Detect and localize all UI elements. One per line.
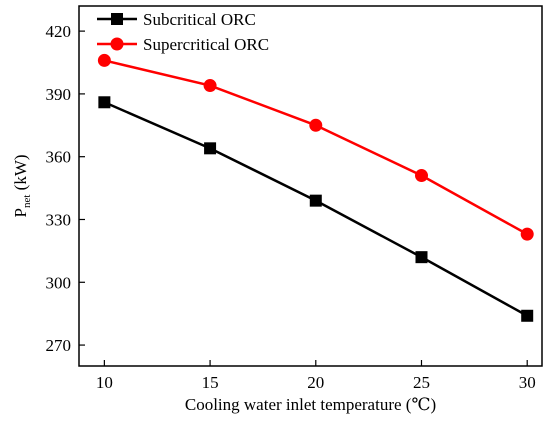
series-1-point [204,142,217,155]
y-tick-label: 360 [46,148,72,167]
plot-frame [78,5,543,367]
legend-marker-1 [111,13,123,25]
series-1-point [415,251,428,264]
legend-label-2: Supercritical ORC [143,35,269,54]
x-tick-label: 20 [307,373,324,392]
y-tick-label: 270 [46,336,72,355]
x-axis-title: Cooling water inlet temperature (℃) [185,395,436,414]
x-tick-label: 15 [202,373,219,392]
series-line-1 [103,101,528,317]
axis-ticks: 10 15 20 25 30 270 300 330 360 390 420 [46,22,536,392]
y-tick-label: 300 [46,273,72,292]
legend-marker-2 [110,37,124,51]
y-tick-label: 390 [46,85,72,104]
series-2-point [309,118,323,132]
y-tick-label: 330 [46,210,72,229]
series-1-point [309,194,322,207]
series-2-point [203,79,217,93]
legend-label-1: Subcritical ORC [143,10,256,29]
y-axis-title-subscript: net [21,195,33,208]
y-axis-title-unit: (kW) [11,154,30,194]
legend: Subcritical ORC Supercritical ORC [97,10,269,54]
series-line-2 [104,59,528,236]
y-axis-title: Pnet (kW) [11,154,33,217]
x-tick-label: 30 [519,373,536,392]
y-tick-label: 420 [46,22,72,41]
x-tick-label: 25 [413,373,430,392]
series-2-point [520,227,534,241]
y-axis-title-main: P [11,208,30,217]
series-1-point [521,309,534,322]
series-1-point [98,96,111,109]
x-tick-label: 10 [96,373,113,392]
series-layer [97,53,534,322]
series-2-point [414,169,428,183]
series-2-point [97,53,111,67]
